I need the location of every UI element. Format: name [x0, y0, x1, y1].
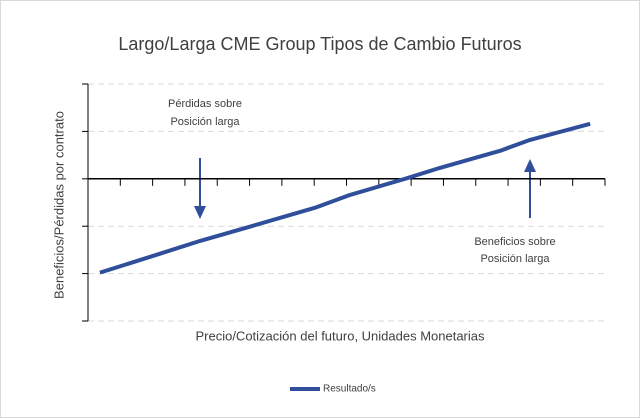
arrow: [524, 159, 536, 218]
annotation: Posición larga: [170, 116, 240, 128]
series-line: [99, 121, 591, 275]
legend-label: Resultado/s: [323, 384, 376, 395]
y-axis-label: Beneficios/Pérdidas por contrato: [51, 111, 66, 299]
x-axis-label: Precio/Cotización del futuro, Unidades M…: [195, 328, 485, 343]
annotation: Pérdidas sobre: [168, 98, 242, 110]
chart-title: Largo/Larga CME Group Tipos de Cambio Fu…: [118, 34, 521, 54]
annotation: Posición larga: [480, 253, 550, 265]
annotation: Beneficios sobre: [474, 236, 555, 248]
arrow: [194, 158, 206, 219]
